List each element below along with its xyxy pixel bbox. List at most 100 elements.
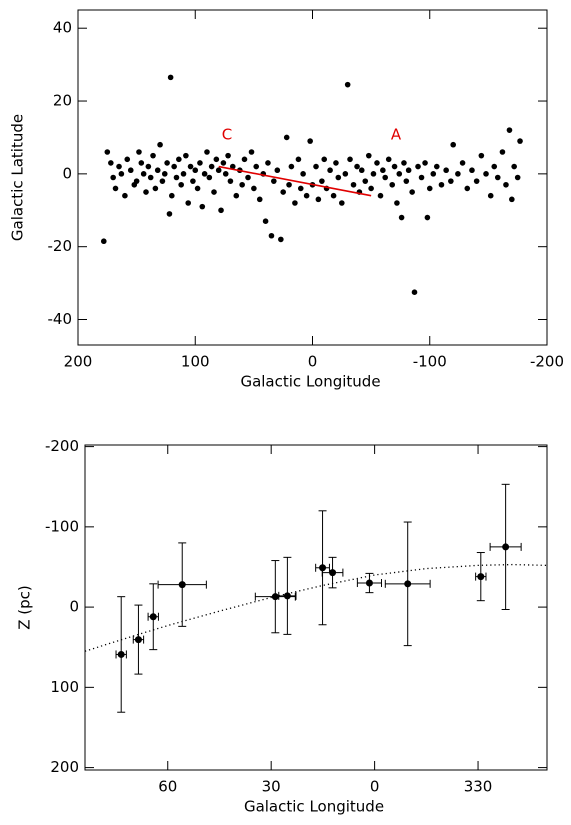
data-point [347,156,353,163]
data-point [274,167,281,174]
data-point [227,178,234,184]
data-point [365,579,373,587]
data-point [251,185,257,192]
data-point [262,218,269,224]
data-point [430,171,437,177]
y-tick-label: 20 [53,92,72,110]
data-point [218,207,224,214]
data-point [225,152,231,159]
data-point [206,174,213,181]
x-tick-label: 330 [464,778,493,796]
data-point [385,156,392,163]
data-point [450,141,457,148]
data-point [319,564,327,572]
data-point [396,171,403,177]
data-point [127,167,134,174]
data-point [418,174,425,181]
data-point [143,189,149,195]
data-point [185,200,192,206]
data-point [354,163,360,170]
data-point [358,167,365,174]
data-point [271,593,279,601]
x-tick-label: 60 [158,778,177,796]
data-point [469,167,475,174]
data-point [398,214,405,221]
data-point [297,185,304,192]
data-point [478,152,485,159]
y-tick-label: 40 [53,19,72,37]
data-point [187,163,194,170]
data-point [433,163,440,170]
data-point [404,580,412,588]
data-point [411,289,418,296]
data-point [180,171,187,177]
x-tick-label: 100 [181,353,210,371]
y-tick-label: -20 [48,237,73,255]
data-point [233,192,240,199]
data-point [487,192,494,199]
annotation: A [391,126,402,144]
data-point [104,149,111,155]
data-point [509,196,515,203]
data-point [199,203,206,210]
data-point [183,152,189,159]
data-point [133,178,140,184]
x-tick-label: -200 [530,353,564,371]
data-point [213,156,220,163]
data-point [253,163,260,170]
data-point [335,174,342,181]
data-point [176,156,182,163]
data-point [288,163,295,170]
data-point [502,543,510,551]
data-point [389,181,396,188]
data-point [167,74,174,81]
data-point [370,171,377,177]
data-point [108,160,114,166]
data-point [477,573,485,581]
fit-line [218,165,372,197]
data-point [426,185,433,192]
data-point [401,160,407,166]
y-tick-label: -200 [45,437,79,455]
data-point [330,192,337,199]
data-point [448,178,454,184]
data-point [342,171,349,177]
y-tick-label: 100 [50,678,79,696]
data-point [241,156,248,163]
x-tick-label: 30 [262,778,281,796]
y-tick-label: 200 [50,758,79,776]
data-point [350,181,357,188]
data-point [256,196,263,203]
data-point [222,171,229,177]
data-point [415,163,421,170]
y-tick-label: 0 [69,598,79,616]
data-point [405,167,412,174]
data-point [517,138,523,144]
y-tick-label: -100 [45,517,79,535]
data-point [365,152,372,159]
data-point [116,163,122,170]
y-tick-label: -40 [48,310,73,328]
data-point [271,178,277,184]
data-point [178,181,184,188]
data-point [499,149,506,155]
data-point [220,160,227,166]
data-point [511,163,517,170]
data-point [394,200,400,206]
data-point [100,238,107,245]
data-point [315,196,322,203]
data-point [422,160,428,166]
data-point [117,650,125,658]
data-point [438,181,445,188]
data-point [374,160,380,166]
data-point [455,171,461,177]
y-tick-label: 0 [62,164,72,182]
data-point [283,134,290,141]
data-point [339,200,345,206]
data-point [491,163,498,170]
x-tick-label: 0 [308,353,318,371]
data-point [278,236,284,243]
data-point [204,149,210,155]
data-point [164,160,170,166]
